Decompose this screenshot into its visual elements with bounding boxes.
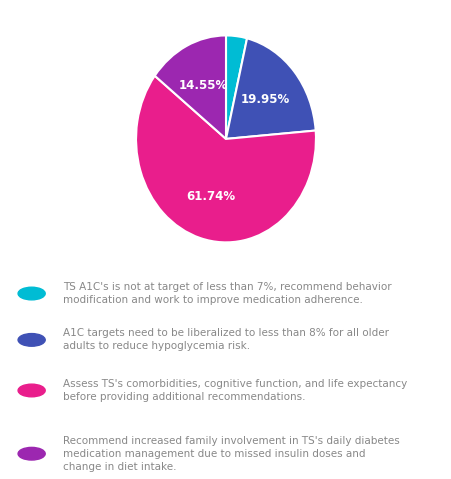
Text: TS A1C's is not at target of less than 7%, recommend behavior
modification and w: TS A1C's is not at target of less than 7… bbox=[63, 282, 391, 305]
Wedge shape bbox=[154, 35, 226, 139]
Wedge shape bbox=[136, 76, 315, 242]
Wedge shape bbox=[226, 35, 247, 139]
Circle shape bbox=[18, 333, 45, 346]
Text: Recommend increased family involvement in TS's daily diabetes
medication managem: Recommend increased family involvement i… bbox=[63, 435, 399, 472]
Text: 61.74%: 61.74% bbox=[186, 190, 235, 203]
Text: 14.55%: 14.55% bbox=[178, 79, 227, 91]
Text: Assess TS's comorbidities, cognitive function, and life expectancy
before provid: Assess TS's comorbidities, cognitive fun… bbox=[63, 379, 407, 402]
Circle shape bbox=[18, 384, 45, 397]
Circle shape bbox=[18, 287, 45, 300]
Text: A1C targets need to be liberalized to less than 8% for all older
adults to reduc: A1C targets need to be liberalized to le… bbox=[63, 328, 388, 352]
Circle shape bbox=[18, 447, 45, 460]
Text: 19.95%: 19.95% bbox=[240, 93, 290, 106]
Wedge shape bbox=[226, 38, 315, 139]
